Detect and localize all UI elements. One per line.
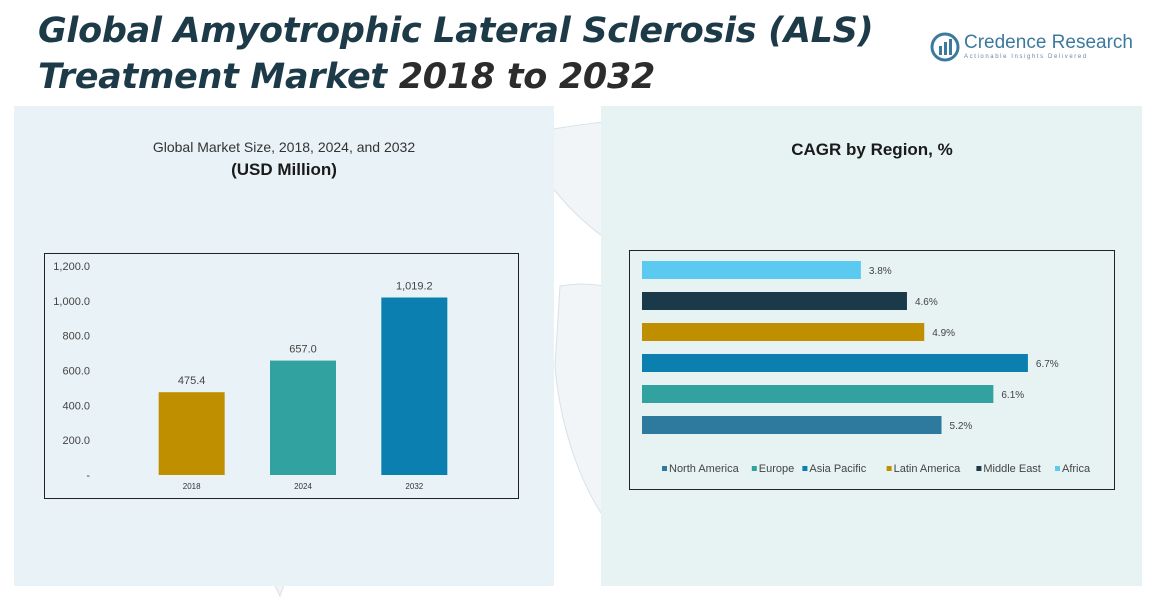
legend-label: Asia Pacific bbox=[809, 463, 866, 475]
credence-research-logo: Credence Research Actionable Insights De… bbox=[930, 30, 1133, 64]
bar-value-label: 475.4 bbox=[178, 375, 206, 387]
bar-latin-america bbox=[642, 323, 925, 341]
y-tick-label: 1,000.0 bbox=[53, 296, 90, 308]
bar-value-label: 3.8% bbox=[869, 266, 892, 277]
bar-value-label: 6.1% bbox=[1001, 390, 1024, 401]
cagr-panel bbox=[601, 106, 1142, 586]
y-tick-label: 1,200.0 bbox=[53, 261, 90, 273]
legend-label: North America bbox=[669, 463, 740, 475]
market-size-chart-title: Global Market Size, 2018, 2024, and 2032 bbox=[152, 139, 416, 155]
title-years: 2018 to 2032 bbox=[398, 57, 656, 97]
legend-label: Africa bbox=[1062, 463, 1091, 475]
bar-asia-pacific bbox=[642, 354, 1028, 372]
title-line-1: Global Amyotrophic Lateral Sclerosis (AL… bbox=[38, 11, 874, 51]
legend-swatch bbox=[1055, 466, 1060, 471]
legend-label: Middle East bbox=[983, 463, 1040, 475]
legend-swatch bbox=[976, 466, 982, 471]
cagr-horizontal-bar-chart: 5.2% 6.1% 6.7% 4.9% 4.6% 3.8% North America Eur… bbox=[642, 261, 1091, 475]
market-size-bar-chart: - 200.0 400.0 600.0 800.0 1,000.0 1,200.0 475.4… bbox=[53, 261, 448, 491]
title-line-2: Treatment Market bbox=[38, 57, 399, 97]
x-tick-label: 2018 bbox=[183, 482, 201, 491]
bar-value-label: 5.2% bbox=[950, 421, 973, 432]
market-size-chart-subtitle: (USD Million) bbox=[231, 160, 337, 179]
legend-swatch bbox=[802, 466, 808, 471]
y-tick-label: 800.0 bbox=[62, 331, 90, 343]
bar-value-label: 4.9% bbox=[932, 328, 955, 339]
bar-value-label: 1,019.2 bbox=[396, 280, 433, 292]
logo-tagline: Actionable Insights Delivered bbox=[964, 54, 1088, 60]
cagr-chart-title: CAGR by Region, % bbox=[791, 140, 953, 159]
bar-2018 bbox=[158, 392, 225, 475]
legend-label: Europe bbox=[759, 463, 794, 475]
legend-swatch bbox=[662, 466, 667, 471]
bar-middle-east bbox=[642, 292, 907, 310]
legend-swatch bbox=[751, 466, 757, 471]
logo-name: Credence Research bbox=[964, 32, 1133, 53]
cagr-chart-frame bbox=[629, 250, 1115, 490]
bar-africa bbox=[642, 261, 861, 279]
bar-value-label: 657.0 bbox=[289, 344, 317, 356]
page-title: Global Amyotrophic Lateral Sclerosis (AL… bbox=[38, 8, 898, 100]
legend-swatch bbox=[886, 466, 892, 471]
y-tick-label: 200.0 bbox=[62, 435, 90, 447]
bar-chart-logo-icon bbox=[930, 32, 960, 62]
y-tick-label: 400.0 bbox=[62, 400, 90, 412]
market-size-chart-frame bbox=[44, 253, 519, 499]
bar-2032 bbox=[381, 297, 448, 475]
bar-europe bbox=[642, 385, 994, 403]
x-tick-label: 2032 bbox=[405, 482, 423, 491]
bar-north-america bbox=[642, 416, 942, 434]
y-tick-label: 600.0 bbox=[62, 366, 90, 378]
bar-2024 bbox=[270, 360, 336, 475]
x-tick-label: 2024 bbox=[294, 482, 312, 491]
bar-value-label: 6.7% bbox=[1036, 359, 1059, 370]
legend-label: Latin America bbox=[894, 463, 962, 475]
y-tick-label: - bbox=[86, 470, 90, 482]
bar-value-label: 4.6% bbox=[915, 297, 938, 308]
market-size-panel bbox=[14, 106, 554, 586]
